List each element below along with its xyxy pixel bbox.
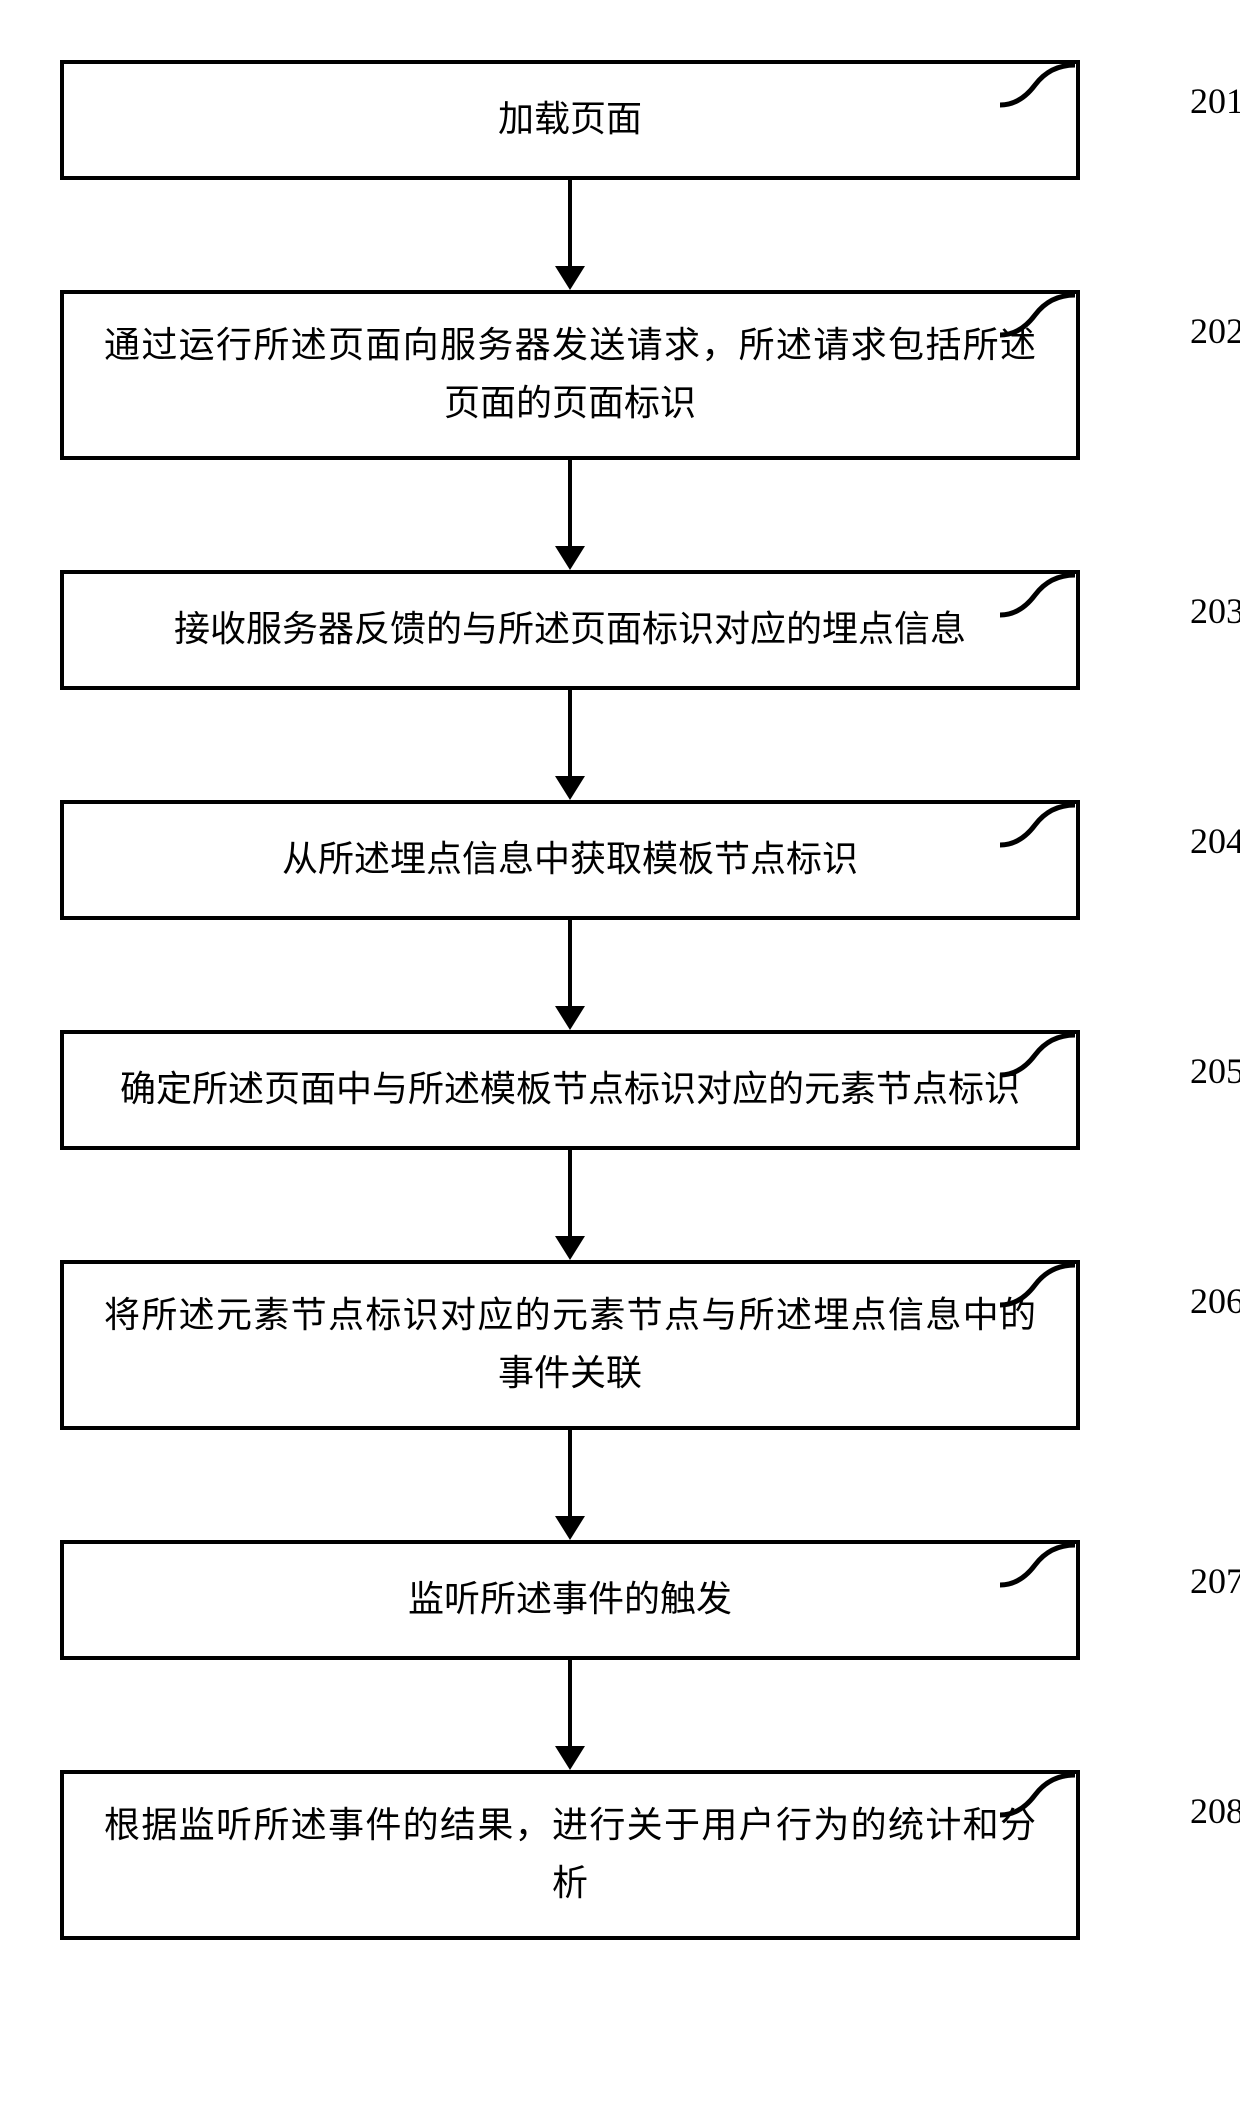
flowchart-step: 接收服务器反馈的与所述页面标识对应的埋点信息 <box>60 570 1080 690</box>
flowchart-step: 根据监听所述事件的结果，进行关于用户行为的统计和分析 <box>60 1770 1080 1940</box>
step-text: 从所述埋点信息中获取模板节点标识 <box>64 813 1076 907</box>
flowchart-arrow <box>60 1660 1080 1770</box>
step-label: 206 <box>1190 1280 1240 1322</box>
step-notch <box>1000 1030 1080 1080</box>
flowchart-arrow <box>60 180 1080 290</box>
flowchart-step: 通过运行所述页面向服务器发送请求，所述请求包括所述页面的页面标识 <box>60 290 1080 460</box>
flowchart-arrow <box>60 1150 1080 1260</box>
step-text: 确定所述页面中与所述模板节点标识对应的元素节点标识 <box>64 1043 1076 1137</box>
flowchart-arrow <box>60 1430 1080 1540</box>
step-notch <box>1000 570 1080 620</box>
step-notch <box>1000 1770 1080 1820</box>
flowchart-arrow <box>60 690 1080 800</box>
step-label: 201 <box>1190 80 1240 122</box>
step-label: 207 <box>1190 1560 1240 1602</box>
step-text: 根据监听所述事件的结果，进行关于用户行为的统计和分析 <box>64 1779 1076 1930</box>
step-notch <box>1000 800 1080 850</box>
step-text: 通过运行所述页面向服务器发送请求，所述请求包括所述页面的页面标识 <box>64 299 1076 450</box>
step-text: 接收服务器反馈的与所述页面标识对应的埋点信息 <box>64 583 1076 677</box>
step-notch <box>1000 1260 1080 1310</box>
step-label: 205 <box>1190 1050 1240 1092</box>
flowchart-arrow <box>60 460 1080 570</box>
flowchart-step: 确定所述页面中与所述模板节点标识对应的元素节点标识 <box>60 1030 1080 1150</box>
step-notch <box>1000 290 1080 340</box>
flowchart-container: 加载页面 201 通过运行所述页面向服务器发送请求，所述请求包括所述页面的页面标… <box>60 60 1080 1940</box>
step-label: 208 <box>1190 1790 1240 1832</box>
step-label: 202 <box>1190 310 1240 352</box>
step-text: 将所述元素节点标识对应的元素节点与所述埋点信息中的事件关联 <box>64 1269 1076 1420</box>
flowchart-arrow <box>60 920 1080 1030</box>
step-text: 监听所述事件的触发 <box>64 1553 1076 1647</box>
step-label: 203 <box>1190 590 1240 632</box>
step-label: 204 <box>1190 820 1240 862</box>
flowchart-step: 将所述元素节点标识对应的元素节点与所述埋点信息中的事件关联 <box>60 1260 1080 1430</box>
step-notch <box>1000 60 1080 110</box>
step-text: 加载页面 <box>64 73 1076 167</box>
flowchart-step: 从所述埋点信息中获取模板节点标识 <box>60 800 1080 920</box>
flowchart-step: 加载页面 <box>60 60 1080 180</box>
step-notch <box>1000 1540 1080 1590</box>
flowchart-step: 监听所述事件的触发 <box>60 1540 1080 1660</box>
